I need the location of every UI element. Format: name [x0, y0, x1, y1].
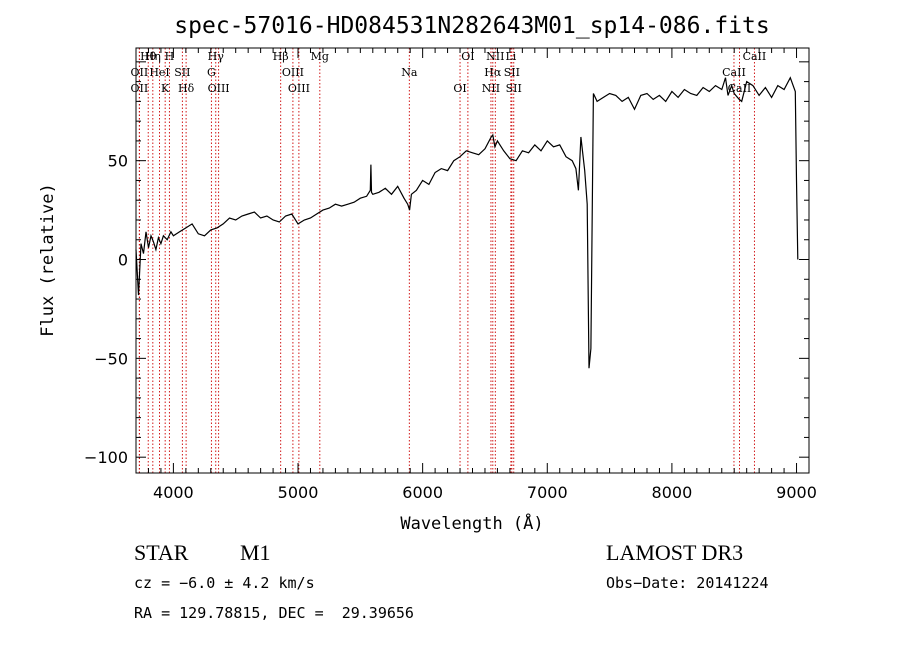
y-tick-label: 50 [108, 152, 128, 171]
spectral-line-label: OIII [288, 82, 310, 95]
x-tick-label: 6000 [402, 483, 443, 502]
plot-frame [135, 47, 810, 474]
spectral-line-label: K [161, 82, 170, 95]
y-tick-label: −50 [94, 349, 128, 368]
spectrum-series-line [135, 76, 799, 369]
x-tick-label: 9000 [776, 483, 817, 502]
spectral-line-label: NII [482, 82, 500, 95]
observation-date: Obs−Date: 20141224 [606, 574, 769, 592]
x-axis-label: Wavelength (Å) [400, 512, 543, 534]
object-class: STAR [134, 540, 189, 565]
spectral-line-label: OI [461, 50, 474, 63]
spectral-line-label: Hα [484, 66, 502, 79]
y-tick-label: −100 [84, 448, 128, 467]
spectral-line-labels: Hθ OII OII Hη HeI K H SII Hδ Hγ G OIII Hβ OIII OIII Mg N… [131, 50, 767, 95]
spectral-line-markers [138, 48, 755, 473]
spectral-line-label: OIII [282, 66, 304, 79]
spectral-line-label: Mg [311, 50, 329, 63]
spectral-line-label: CaII [722, 66, 746, 79]
x-tick-label: 5000 [278, 483, 319, 502]
spectral-line-label: Hδ [178, 82, 195, 95]
spectral-line-label: SII [506, 82, 522, 95]
spectral-line-label: OII [131, 82, 149, 95]
spectral-line-label: Hθ [140, 50, 157, 63]
x-tick-label: 4000 [153, 483, 194, 502]
spectral-line-label: H [165, 50, 175, 63]
spectral-line-label: OII [131, 66, 149, 79]
spectral-line-label: CaII [743, 50, 767, 63]
x-tick-label: 7000 [527, 483, 568, 502]
spectral-line-label: OI [453, 82, 466, 95]
spectral-line-label: HeI [149, 66, 169, 79]
survey-name: LAMOST DR3 [606, 540, 744, 565]
x-tick-label: 8000 [652, 483, 693, 502]
spectral-line-label: G [207, 66, 216, 79]
y-axis-ticks: −100 −50 0 50 [84, 61, 809, 467]
spectral-line-label: Na [401, 66, 418, 79]
spectral-line-label: NII [486, 50, 504, 63]
object-subclass: M1 [240, 540, 271, 565]
coordinates: RA = 129.78815, DEC = 29.39656 [134, 604, 414, 622]
spectral-line-label: SII [174, 66, 190, 79]
y-axis-label: Flux (relative) [38, 183, 58, 337]
spectral-line-label: Hη [145, 50, 161, 63]
x-axis-ticks: 4000 5000 6000 7000 8000 9000 [147, 48, 817, 502]
redshift-value: cz = −6.0 ± 4.2 km/s [134, 574, 315, 592]
spectral-line-label: OIII [208, 82, 230, 95]
spectral-line-label: Li [505, 50, 516, 63]
chart-title: spec-57016-HD084531N282643M01_sp14-086.f… [174, 13, 769, 39]
y-tick-label: 0 [118, 251, 128, 270]
spectral-line-label: Hγ [208, 50, 225, 63]
spectral-line-label: SII [504, 66, 520, 79]
spectral-line-label: Hβ [273, 50, 289, 63]
